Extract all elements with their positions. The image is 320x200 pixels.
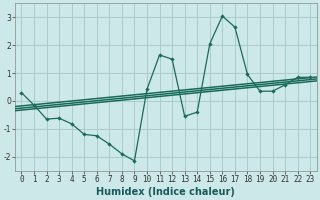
X-axis label: Humidex (Indice chaleur): Humidex (Indice chaleur) — [96, 187, 235, 197]
